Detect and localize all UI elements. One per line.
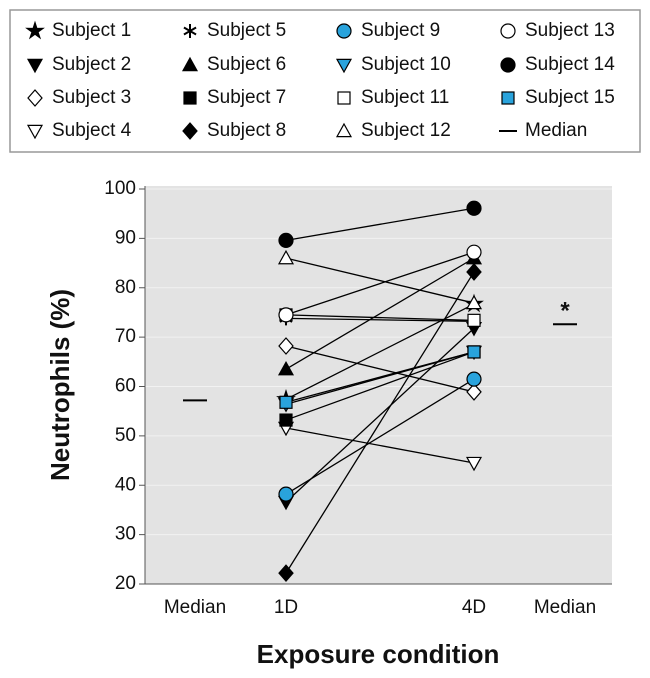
- marker: [466, 200, 482, 216]
- y-tick-label: 70: [115, 326, 136, 347]
- legend-label: Subject 11: [361, 87, 449, 108]
- legend-marker: [27, 89, 43, 107]
- legend-label: Subject 5: [207, 20, 286, 41]
- y-tick-label: 40: [115, 474, 136, 495]
- y-tick-label: 20: [115, 573, 136, 594]
- legend-marker: [26, 124, 44, 140]
- pair-line: [285, 351, 475, 403]
- pair-line: [285, 251, 475, 316]
- legend-box: [9, 9, 641, 153]
- y-tick-label: 100: [104, 178, 136, 199]
- marker: [278, 486, 294, 502]
- legend-label: Subject 13: [525, 20, 615, 41]
- marker: [467, 313, 481, 327]
- pair-line: [285, 427, 475, 464]
- legend-marker: [26, 58, 44, 74]
- x-axis-label: Exposure condition: [257, 639, 500, 669]
- legend-marker: [183, 24, 197, 38]
- legend-label: Subject 9: [361, 20, 440, 41]
- marker: [279, 395, 293, 409]
- legend-marker: [500, 57, 516, 73]
- marker: [466, 383, 482, 401]
- marker: [278, 337, 294, 355]
- marker: [465, 456, 483, 472]
- legend-label: Subject 2: [52, 54, 131, 75]
- legend-marker: [182, 122, 198, 140]
- y-tick-label: 50: [115, 425, 136, 446]
- y-tick-label: 90: [115, 227, 136, 248]
- marker: [277, 249, 295, 265]
- pair-line: [285, 257, 475, 304]
- pair-line: [285, 378, 475, 495]
- marker: [465, 294, 483, 310]
- legend-marker: [335, 58, 353, 74]
- marker: [278, 307, 294, 323]
- marker: [278, 232, 294, 248]
- legend-label: Subject 14: [525, 54, 615, 75]
- plot-area: [145, 186, 612, 584]
- y-tick-label: 60: [115, 376, 136, 397]
- pair-line: [285, 317, 475, 322]
- pair-line: [285, 351, 475, 421]
- pair-line: [285, 327, 475, 503]
- y-axis-label: Neutrophils (%): [45, 289, 75, 481]
- legend-label: Median: [525, 120, 587, 141]
- pair-line: [285, 271, 475, 574]
- pair-line: [285, 207, 475, 241]
- marker: [466, 244, 482, 260]
- legend-marker: [181, 56, 199, 72]
- x-tick-label: 1D: [274, 597, 298, 618]
- x-tick-label: 4D: [462, 597, 486, 618]
- marker: [278, 564, 294, 583]
- legend-marker: [335, 122, 353, 138]
- legend-label: Subject 10: [361, 54, 451, 75]
- legend-label: Subject 7: [207, 87, 286, 108]
- pair-line: [285, 257, 475, 370]
- legend-marker: [501, 91, 515, 105]
- x-tick-label: Median: [164, 597, 226, 618]
- legend-marker: [25, 20, 45, 40]
- legend-label: Subject 4: [52, 120, 132, 141]
- legend-marker: [183, 91, 197, 105]
- pair-line: [285, 314, 475, 321]
- x-tick-label: Median: [534, 597, 596, 618]
- marker: [466, 263, 482, 281]
- legend-label: Subject 15: [525, 87, 615, 108]
- legend-marker: [500, 23, 516, 39]
- annotation: *: [560, 298, 570, 325]
- legend-label: Subject 8: [207, 120, 286, 141]
- y-tick-label: 30: [115, 524, 136, 545]
- pair-line: [285, 345, 475, 393]
- marker: [277, 360, 295, 376]
- legend-label: Subject 1: [52, 20, 131, 41]
- marker: [466, 371, 482, 387]
- legend-label: Subject 6: [207, 54, 286, 75]
- marker: [279, 413, 293, 427]
- legend-label: Subject 12: [361, 120, 451, 141]
- legend-label: Subject 3: [52, 87, 131, 108]
- y-tick-label: 80: [115, 277, 136, 298]
- legend-marker: [337, 91, 351, 105]
- legend-marker: [336, 23, 352, 39]
- marker: [467, 345, 481, 359]
